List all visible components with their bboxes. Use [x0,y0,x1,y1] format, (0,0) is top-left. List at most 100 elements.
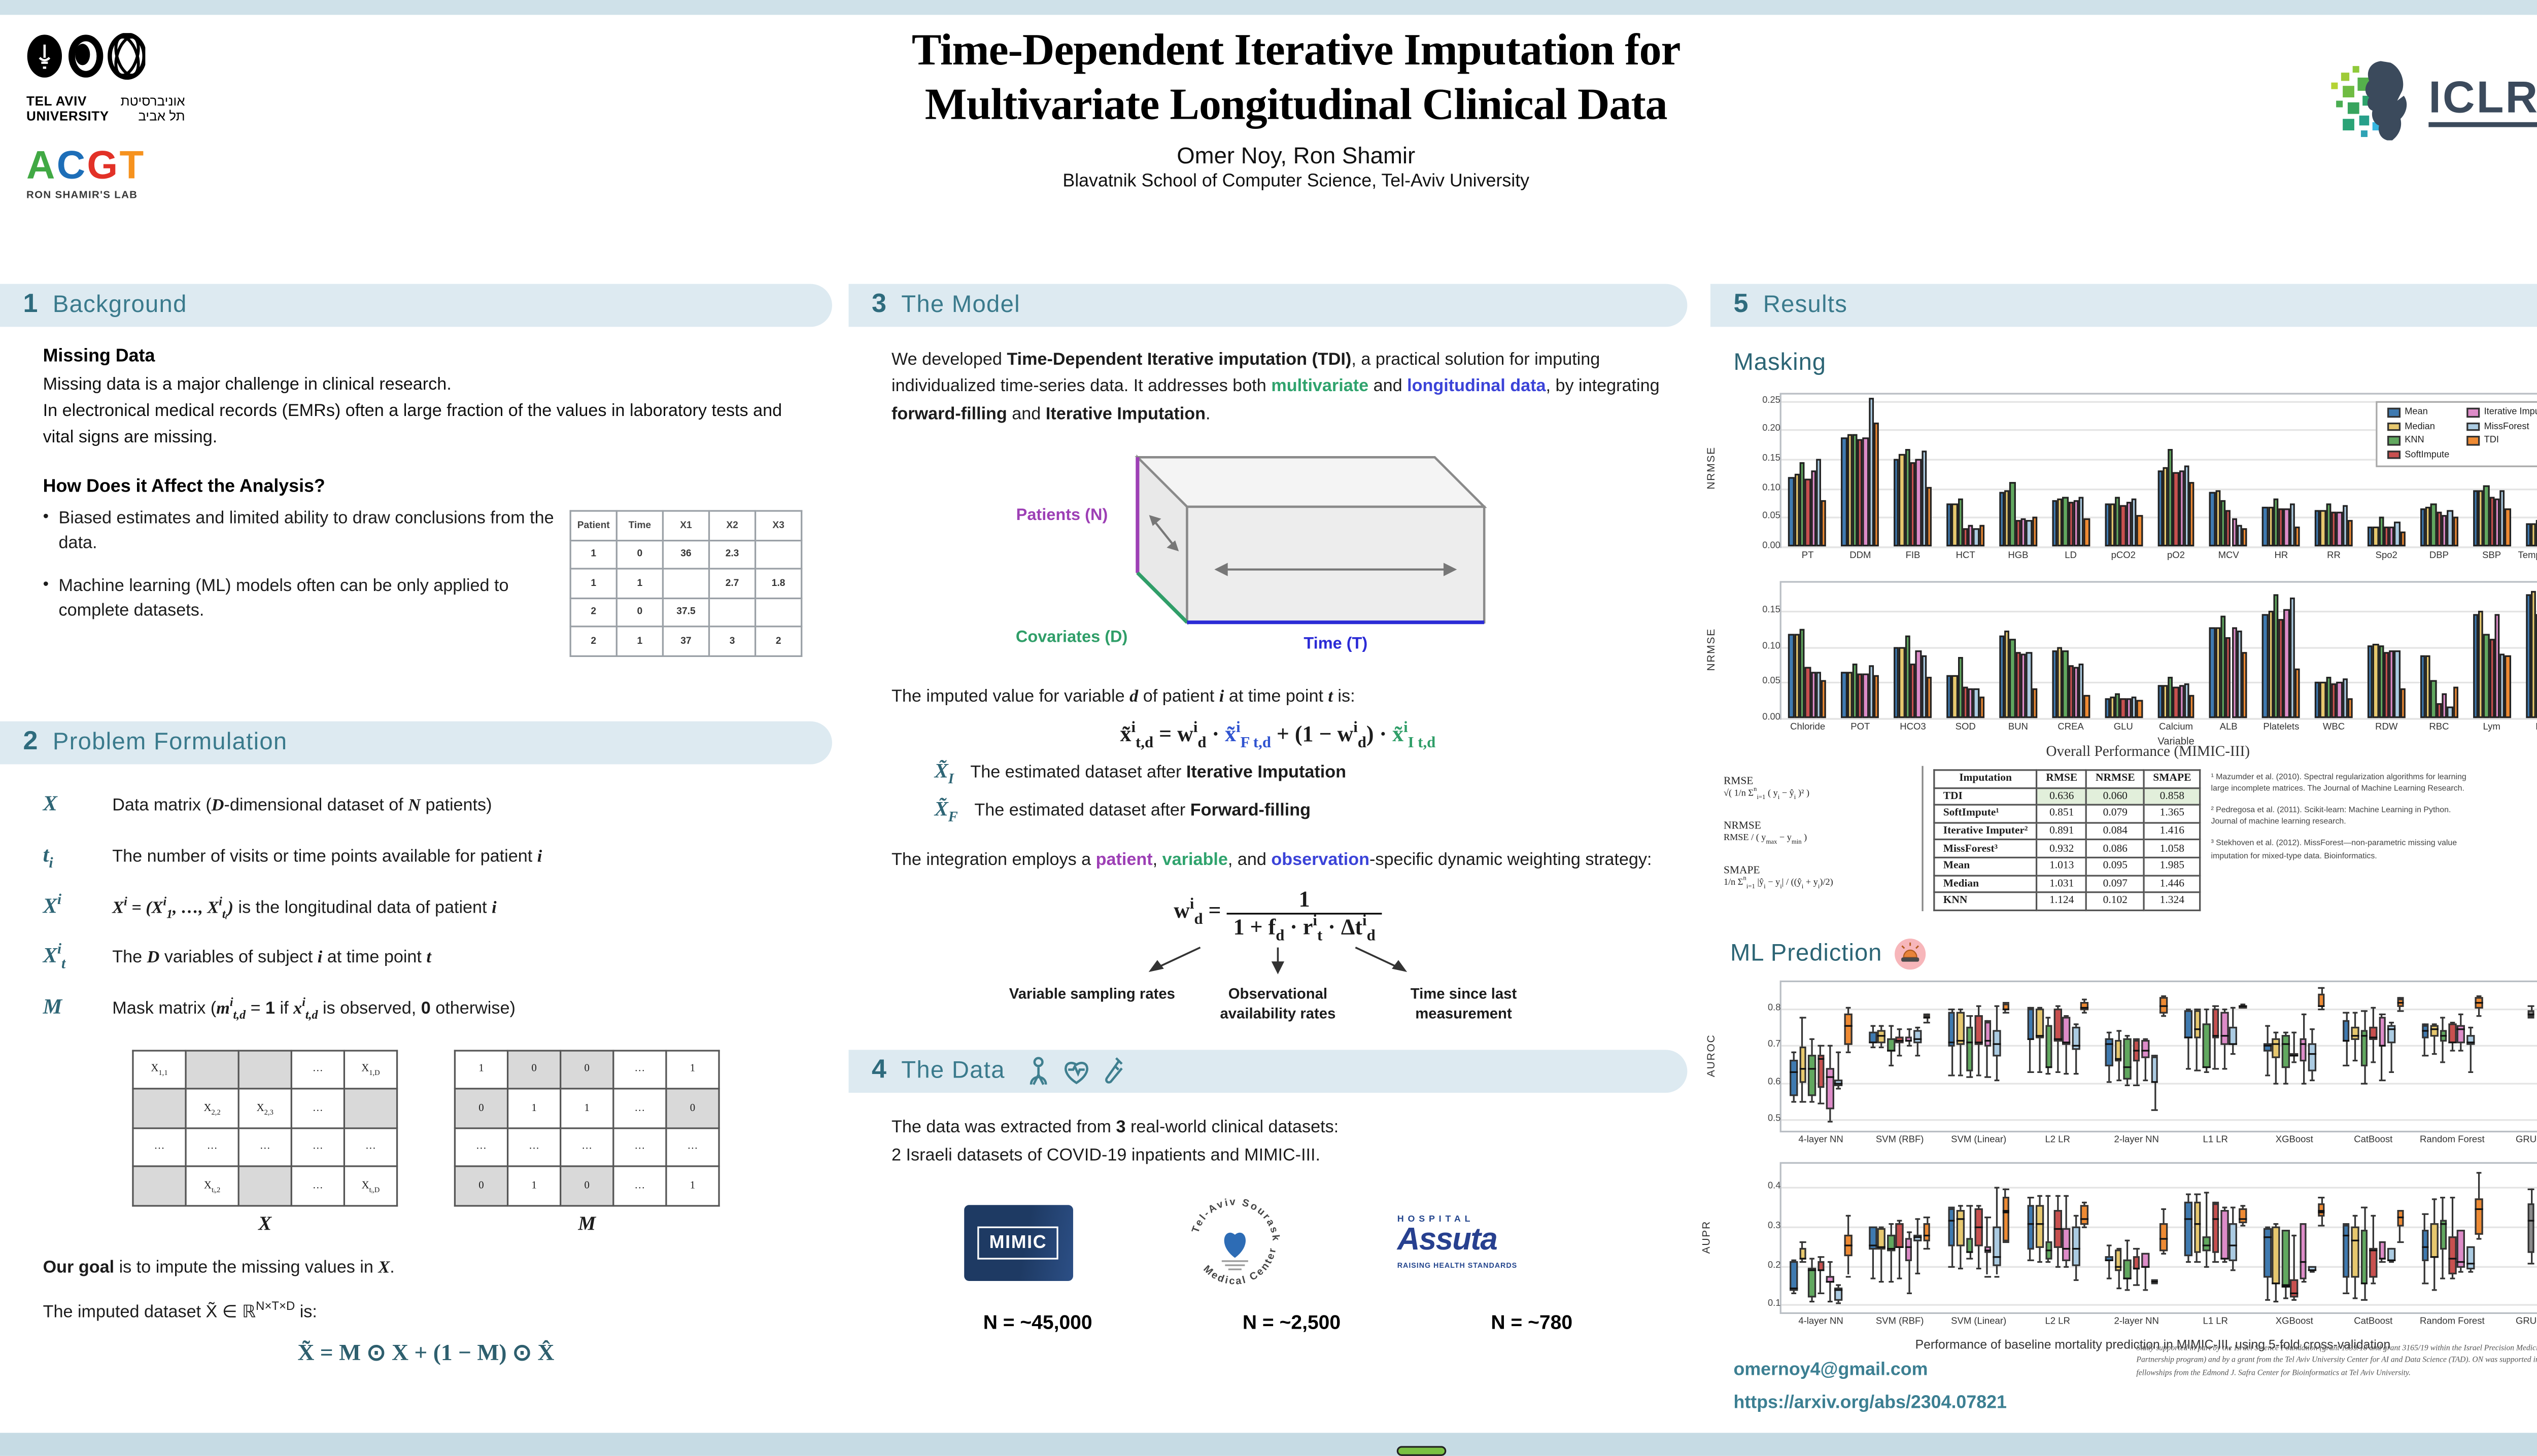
y-tick-label: 0.5 [1768,1115,1781,1125]
y-tick-label: 0.00 [1762,713,1780,723]
box [2466,1034,2474,1046]
bar-KNN [1905,635,1910,718]
whisker-cap [1994,1079,2000,1081]
iclr-wordmark: ICLR [2428,74,2537,127]
whisker-cap [2003,1001,2009,1003]
whisker-cap [1836,1285,1842,1287]
x-tick-label: GRU-D [2516,1134,2537,1145]
bar-MissForest [2394,521,2400,547]
median-line [1790,1071,1798,1073]
whisker-cap [2431,1053,2437,1055]
whisker-cap [2388,1261,2394,1263]
median-line [2387,1259,2395,1262]
bar-Mean [2157,471,2163,547]
legend-swatch [2465,436,2479,445]
box [2027,1008,2035,1040]
table-cell: 0.079 [2085,804,2145,823]
bar-SoftImpute [2015,520,2021,547]
whisker-cap [2343,1064,2349,1066]
poster-title-line1: Time-Dependent Iterative Imputation for [911,24,1681,75]
whisker-cap [1818,1256,1824,1258]
xi-text: The estimated dataset after Iterative Im… [970,759,1346,786]
section-header-problem: 2 Problem Formulation [0,721,832,765]
x-tick-label: L1 LR [2203,1316,2228,1327]
whisker-cap [1888,1025,1894,1027]
whisker-cap [1818,1045,1824,1047]
legend-label: Median [2405,422,2435,432]
text-part: longitudinal data [1407,376,1546,397]
authors: Omer Noy, Ron Shamir [1177,142,1416,168]
whisker-cap [1924,1014,1930,1016]
y-tick-label: 0.7 [1768,1040,1781,1051]
x-tick-label: POT [1850,722,1870,733]
median-line [2202,1065,2211,1068]
arxiv-link[interactable]: https://arxiv.org/abs/2304.07821 [1733,1393,2007,1413]
median-line [2133,1267,2141,1269]
box [2387,1025,2395,1044]
median-line [2053,1037,2062,1040]
whisker-cap [2107,1243,2112,1246]
bar-Median [2162,467,2168,547]
bar-Mean [2051,500,2058,547]
legend-swatch [2386,436,2400,445]
whisker-cap [2151,1108,2157,1111]
median-line [1983,1039,1992,1042]
whisker-cap [2054,1071,2061,1073]
legend-label: Iterative Imputer [2484,407,2537,418]
y-tick-label: 0.05 [1762,512,1780,523]
median-line [2421,1245,2429,1248]
table-cell: Median [1933,874,2038,893]
whisker-cap [1958,1267,1964,1269]
median-line [2281,1285,2289,1287]
x-tick-label: WBC [2322,722,2345,733]
bar-Median [2057,647,2063,718]
gridline [1781,400,2537,402]
bar-KNN [2378,646,2384,718]
email-link[interactable]: omernoy4@gmail.com [1733,1360,1928,1380]
median-line [2430,1256,2438,1258]
bar-Iterative Imputer [1863,437,1869,547]
text-part: The imputed value for variable [892,686,1130,706]
metric-formula: √( 1/n Σni=1 ( yi − ŷi )² ) [1723,786,1810,801]
matrix-cell: 1 [560,1088,614,1129]
y-tick-label: 0.1 [1768,1299,1781,1310]
bar-MissForest [2079,663,2084,718]
whisker-cap [1906,1293,1912,1295]
whisker-cap [2449,1277,2455,1279]
whisker-cap [2528,1189,2534,1191]
legend-swatch [2465,422,2479,432]
y-axis-label: NRMSE [1706,628,1718,671]
matrix-cell: 1 [506,1088,562,1129]
box [2230,1222,2238,1262]
whisker-cap [2143,1037,2148,1040]
matrix-cell: Xtᵢ,D [343,1165,398,1206]
notation-symbol: ti [43,842,53,871]
box [2105,1037,2113,1066]
bar-KNN [2063,497,2068,547]
section-header-model: 3 The Model [848,284,1688,327]
section-title: Results [1763,292,1848,319]
xf-text: The estimated dataset after Forward-fill… [974,798,1311,825]
whisker-cap [2195,1008,2200,1010]
matrix-cell [343,1088,398,1129]
whisker-cap [2476,1171,2482,1173]
bar-TDI [2294,669,2301,718]
cube-label-time: Time (T) [1304,634,1367,652]
box [2211,1008,2219,1038]
median-line [2421,1030,2429,1032]
bar-MissForest [1973,529,1979,547]
bar-Iterative Imputer [2126,502,2132,547]
whisker [1986,1216,1989,1275]
ml-prediction-subheading: ML Prediction [1730,938,1927,970]
bar-TDI [2505,509,2511,547]
whisker-cap [1994,1004,2000,1007]
bar-Median [1846,433,1853,547]
matrix-cell [237,1165,292,1206]
whisker-cap [1809,1101,1815,1103]
median-line [2466,1263,2474,1265]
whisker-cap [1915,1218,1921,1221]
whisker-cap [2003,1188,2009,1190]
bar-KNN [2010,639,2016,718]
bar-MissForest [2184,684,2190,718]
whisker-cap [2212,1261,2218,1263]
